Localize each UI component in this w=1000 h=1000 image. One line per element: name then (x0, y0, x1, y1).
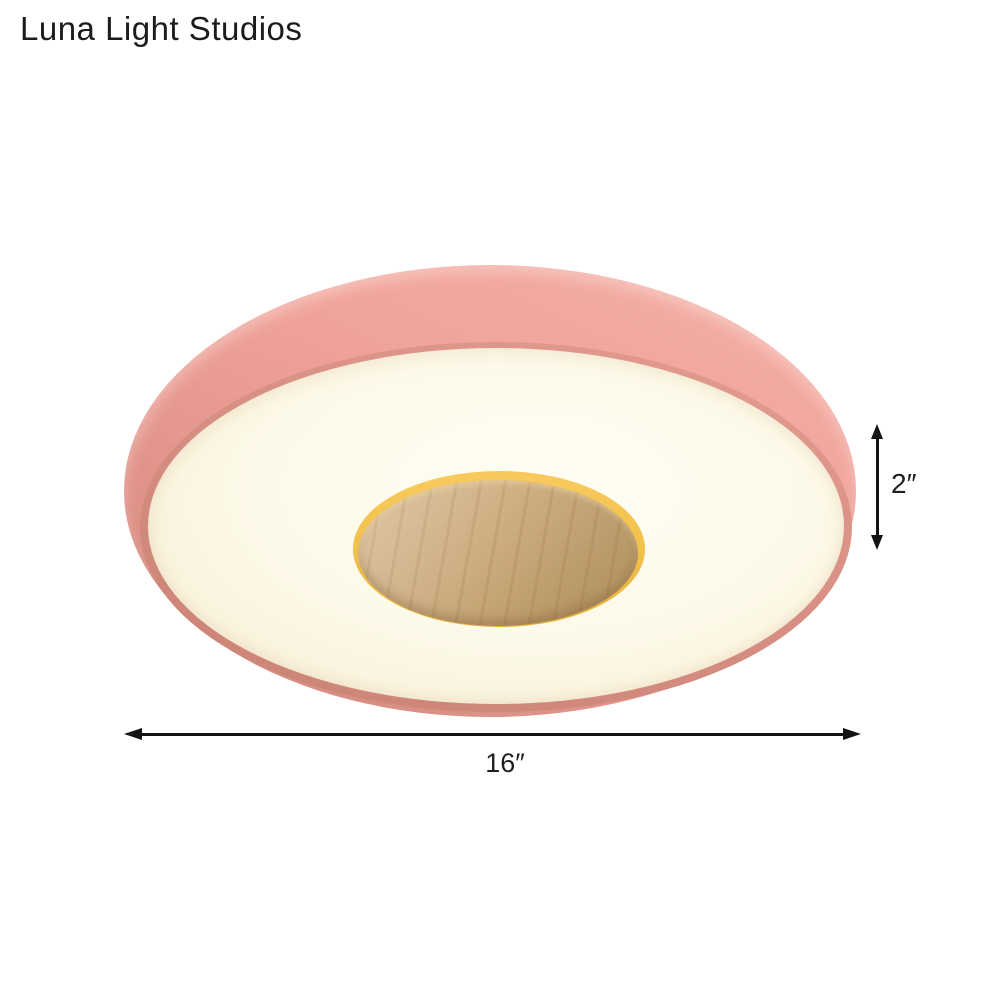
arrow-left-icon (124, 728, 142, 740)
dimension-line (875, 439, 879, 535)
lamp-wood-center (358, 480, 638, 626)
diameter-dimension-label: 16″ (485, 748, 525, 778)
arrow-right-icon (843, 728, 861, 740)
height-dimension-label: 2″ (891, 468, 917, 499)
diameter-dimension-arrow (124, 727, 861, 741)
arrow-down-icon (871, 535, 883, 550)
dimension-line (142, 732, 843, 736)
height-dimension-arrow (870, 424, 884, 550)
arrow-up-icon (871, 424, 883, 439)
brand-watermark: Luna Light Studios (20, 10, 303, 47)
